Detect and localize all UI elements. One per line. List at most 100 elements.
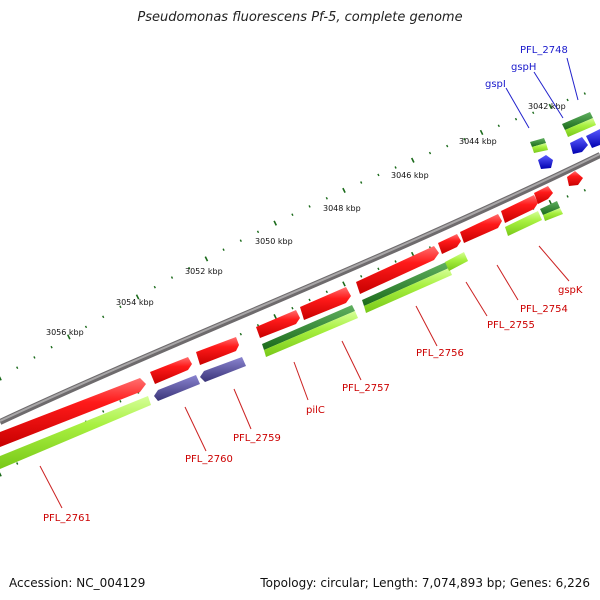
leader-pfl-2748 — [566, 57, 579, 101]
forward-strand-genes — [0, 171, 583, 447]
minor-tick — [222, 248, 225, 252]
minor-tick — [360, 274, 363, 278]
gene-pfl-2755-rev[interactable] — [445, 252, 468, 271]
gene-purple-2[interactable] — [200, 357, 246, 382]
minor-tick — [308, 205, 311, 208]
label-gspk[interactable]: gspK — [558, 285, 583, 296]
major-tick — [135, 294, 140, 300]
leader-pfl-2759 — [233, 388, 252, 430]
gene-gsph-dark[interactable] — [562, 112, 593, 130]
minor-tick — [325, 196, 328, 200]
label-pilc[interactable]: pilC — [306, 405, 325, 416]
label-leader-lines — [39, 57, 579, 509]
label-pfl-2756[interactable]: PFL_2756 — [416, 348, 464, 359]
minor-tick — [377, 173, 380, 177]
scale-tick-label: 3056 kbp — [46, 328, 84, 337]
genome-backbone-highlight — [0, 153, 600, 422]
minor-tick — [33, 356, 36, 359]
major-tick — [548, 103, 553, 109]
minor-tick — [377, 267, 380, 271]
gene-pfl-2757[interactable] — [300, 287, 351, 320]
accession-text: Accession: NC_004129 — [9, 576, 146, 590]
gene-blue-1[interactable] — [538, 155, 553, 169]
leader-gspk — [538, 245, 570, 282]
gene-purple-1[interactable] — [154, 375, 200, 401]
minor-tick — [291, 306, 294, 310]
label-pfl-2760[interactable]: PFL_2760 — [185, 454, 233, 465]
leader-gspi — [505, 87, 530, 129]
scale-tick-label: 3046 kbp — [391, 171, 429, 180]
gene-pfl-2761[interactable] — [0, 378, 146, 447]
minor-tick — [239, 332, 242, 336]
gene-pfl-2754-rev[interactable] — [505, 211, 542, 236]
major-tick — [273, 314, 278, 320]
gene-pilc[interactable] — [256, 310, 300, 338]
gene-pfl-2754[interactable] — [460, 214, 502, 243]
gene-pfl-2755[interactable] — [438, 234, 461, 254]
minor-tick — [256, 230, 260, 234]
gene-gspk-rev-dark[interactable] — [540, 201, 560, 215]
label-pfl-2757[interactable]: PFL_2757 — [342, 383, 390, 394]
gene-pfl-2756-rev[interactable] — [364, 268, 452, 313]
label-pfl-2755[interactable]: PFL_2755 — [487, 320, 535, 331]
major-tick — [0, 472, 2, 477]
leader-pfl-2760 — [184, 406, 207, 452]
leader-pfl-2761 — [39, 465, 63, 509]
scale-tick-label: 3054 kbp — [116, 298, 154, 307]
minor-tick — [50, 345, 53, 349]
leader-pfl-2757 — [341, 340, 362, 381]
gene-gspi-dark[interactable] — [530, 138, 546, 147]
label-gsph[interactable]: gspH — [511, 62, 536, 73]
label-pfl-2748[interactable]: PFL_2748 — [520, 45, 568, 56]
leader-gsph — [533, 71, 564, 119]
label-pfl-2754[interactable]: PFL_2754 — [520, 304, 568, 315]
scale-tick-label: 3042 kbp — [528, 102, 566, 111]
gene-gspi[interactable] — [532, 143, 548, 153]
scale-tick-label: 3050 kbp — [255, 237, 293, 246]
gene-blue-2[interactable] — [570, 137, 588, 154]
minor-tick — [102, 315, 105, 319]
major-tick — [342, 281, 346, 287]
gene-labels: PFL_2748 gspH gspI gspK PFL_2754 PFL_275… — [43, 45, 583, 524]
gene-small-red[interactable] — [567, 171, 583, 186]
scale-tick-label: 3052 kbp — [185, 267, 223, 276]
label-pfl-2761[interactable]: PFL_2761 — [43, 513, 91, 524]
gene-gspk-rev[interactable] — [543, 208, 563, 221]
leader-pilc — [293, 361, 309, 401]
leader-pfl-2754 — [496, 264, 519, 301]
gene-blue-3[interactable] — [586, 129, 600, 148]
minor-tick — [532, 111, 535, 115]
gene-gspk-fwd[interactable] — [501, 195, 538, 223]
minor-tick — [514, 117, 518, 121]
major-tick — [410, 157, 415, 163]
major-tick — [342, 187, 346, 193]
outer-tick-track — [0, 92, 586, 381]
label-gspi[interactable]: gspI — [485, 79, 506, 90]
minor-tick — [256, 323, 260, 327]
gene-pilc-rev[interactable] — [264, 311, 358, 357]
minor-tick — [360, 181, 363, 184]
gene-pfl-2761-rev[interactable] — [0, 396, 151, 469]
minor-tick — [394, 260, 397, 263]
minor-tick — [583, 188, 586, 192]
major-tick — [479, 129, 484, 136]
label-pfl-2759[interactable]: PFL_2759 — [233, 433, 281, 444]
gene-pfl-2759[interactable] — [196, 337, 239, 365]
scale-tick-label: 3044 kbp — [459, 137, 497, 146]
minor-tick — [566, 195, 569, 198]
minor-tick — [153, 285, 156, 289]
minor-tick — [16, 366, 19, 370]
gene-gspk[interactable] — [534, 186, 553, 204]
minor-tick — [102, 410, 105, 413]
major-tick — [273, 220, 278, 226]
minor-tick — [497, 124, 500, 128]
gene-pfl-2760[interactable] — [150, 357, 192, 384]
scale-labels: 3042 kbp 3044 kbp 3046 kbp 3048 kbp 3050… — [46, 102, 566, 337]
gene-pilc-rev-dark[interactable] — [262, 305, 355, 350]
gene-gsph[interactable] — [565, 118, 596, 137]
gene-pfl-2756[interactable] — [356, 246, 439, 294]
gene-pfl-2756-rev-dark[interactable] — [362, 262, 449, 306]
leader-pfl-2756 — [415, 305, 438, 347]
minor-tick — [239, 239, 242, 243]
